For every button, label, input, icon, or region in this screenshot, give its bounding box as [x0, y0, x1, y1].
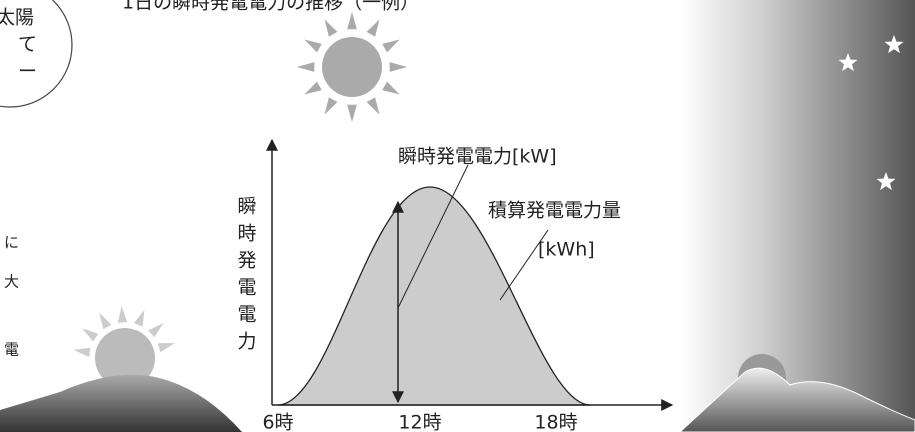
- sun-ray: [99, 312, 112, 330]
- sun-ray: [389, 62, 407, 72]
- speech-bubble: [0, 0, 73, 108]
- side-text: 電: [4, 341, 19, 359]
- sun-ray: [157, 343, 175, 353]
- sun-ray: [324, 19, 338, 37]
- side-text: に: [4, 234, 19, 252]
- x-label: 6時: [262, 412, 293, 432]
- sun-ray: [382, 81, 400, 95]
- bubble-text: 太陽: [0, 7, 34, 29]
- sun-ray: [297, 62, 315, 72]
- sun-ray: [148, 322, 164, 338]
- sun-ray: [366, 19, 380, 37]
- star: [876, 172, 896, 191]
- bubble-text: て: [18, 34, 37, 56]
- title: 1日の瞬時発電電力の推移（一例）: [122, 0, 419, 14]
- sun-ray: [324, 97, 338, 115]
- mountain-right: [679, 367, 915, 432]
- sun-ray: [304, 81, 322, 95]
- leader-line: [397, 164, 469, 309]
- energy-label: [kWh]: [538, 239, 595, 261]
- y-axis-label: 瞬時発電電力: [235, 196, 257, 358]
- x-label: 12時: [398, 412, 441, 432]
- power-label: 瞬時発電電力[kW]: [398, 146, 557, 168]
- side-text: 大: [4, 273, 19, 291]
- star: [884, 35, 904, 54]
- sun-ray: [304, 39, 322, 53]
- sun-ray: [347, 104, 357, 122]
- sun-ray: [117, 306, 128, 323]
- night-sky: [680, 0, 915, 432]
- sun-ray: [134, 309, 145, 327]
- x-label: 18時: [534, 412, 577, 432]
- leader-line: [499, 229, 549, 301]
- star: [838, 53, 858, 72]
- sun-ray: [366, 97, 380, 115]
- rising-sun: [95, 328, 155, 388]
- sun-ray: [347, 12, 357, 30]
- sun-ray: [73, 347, 91, 357]
- sun-ray: [82, 328, 99, 342]
- power-curve: [277, 186, 591, 406]
- energy-label: 積算発電電力量: [488, 200, 621, 222]
- bubble-text: ー: [18, 61, 37, 83]
- sun-ray: [382, 39, 400, 53]
- sun: [322, 37, 382, 97]
- mountain-left: [0, 374, 242, 432]
